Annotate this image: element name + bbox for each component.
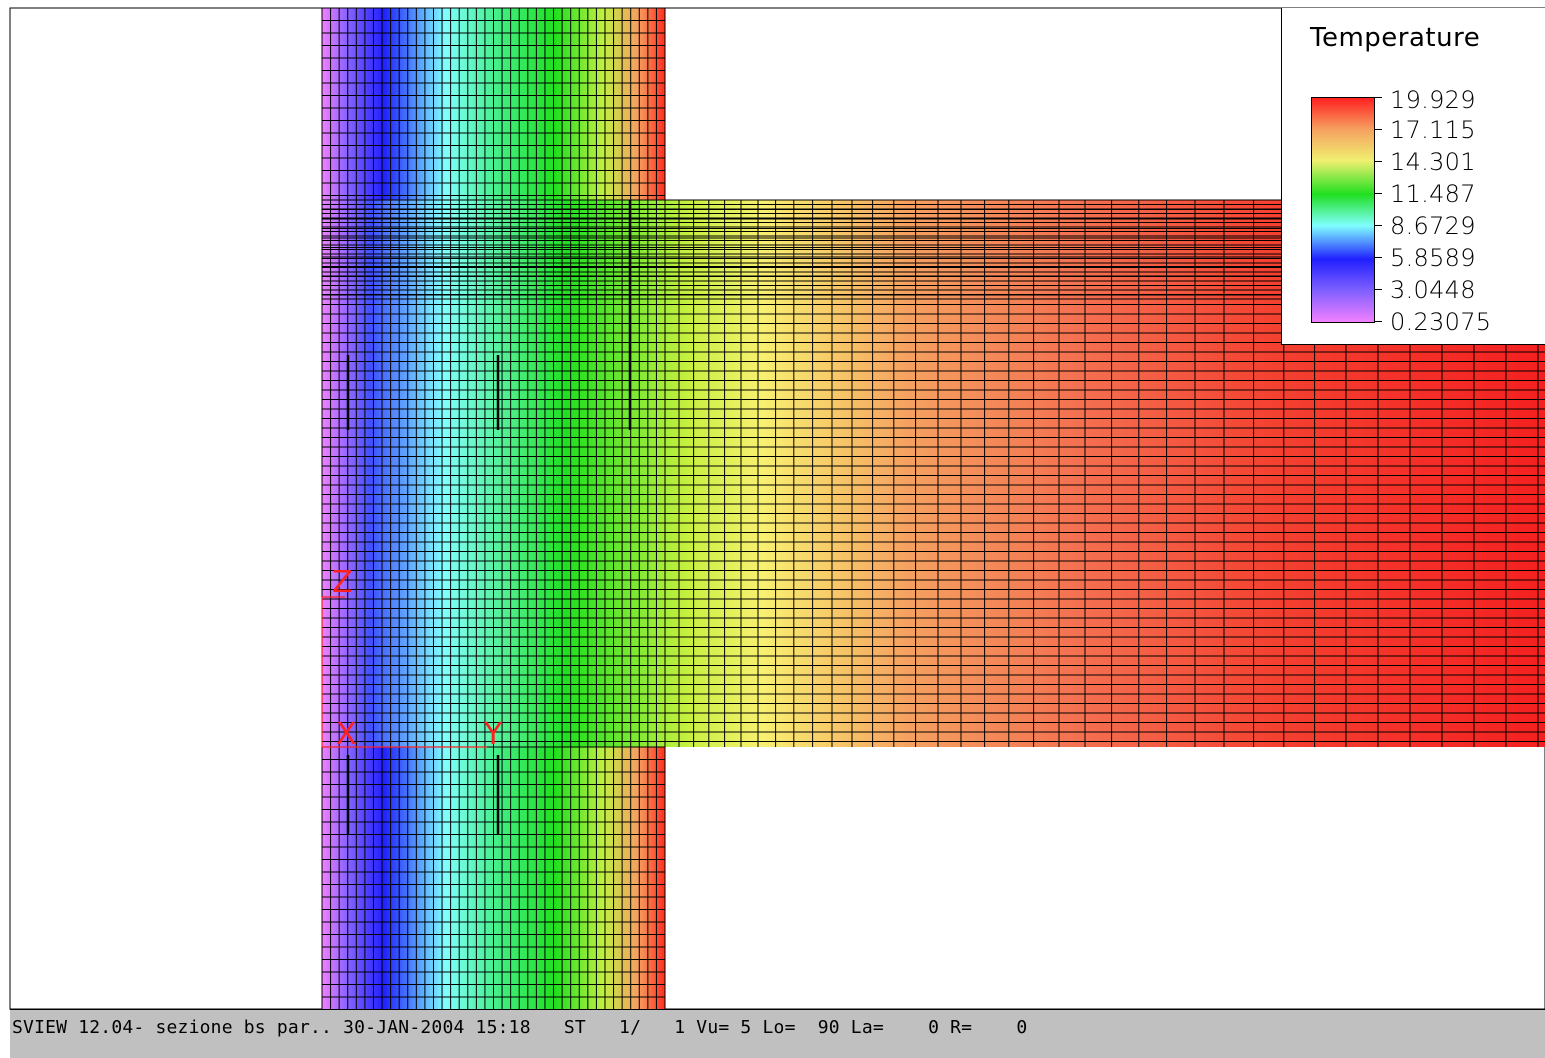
inclusion-lines [346,200,632,835]
legend-label-0: 19.929 [1390,86,1476,114]
legend-label-5: 5.8589 [1390,244,1476,272]
finite-element-mesh [321,7,1545,1009]
legend-label-1: 17.115 [1390,116,1476,144]
legend-label-2: 14.301 [1390,148,1476,176]
legend-label-6: 3.0448 [1390,276,1476,304]
legend-label-7: 0.23075 [1390,308,1492,336]
x-axis-label: X [336,717,357,752]
legend-label-4: 8.6729 [1390,212,1476,240]
status-bar: SVIEW 12.04- sezione bs par.. 30-JAN-200… [10,1009,1545,1058]
axis-triad [321,596,487,748]
legend-color-bar [1311,97,1375,323]
color-legend: Temperature 19.929 17.115 14.301 11.487 … [1281,8,1545,345]
legend-title: Temperature [1310,23,1481,53]
legend-label-3: 11.487 [1390,180,1476,208]
z-axis-label: Z [332,565,353,600]
y-axis-label: Y [483,717,503,752]
status-text: SVIEW 12.04- sezione bs par.. 30-JAN-200… [12,1017,1028,1038]
